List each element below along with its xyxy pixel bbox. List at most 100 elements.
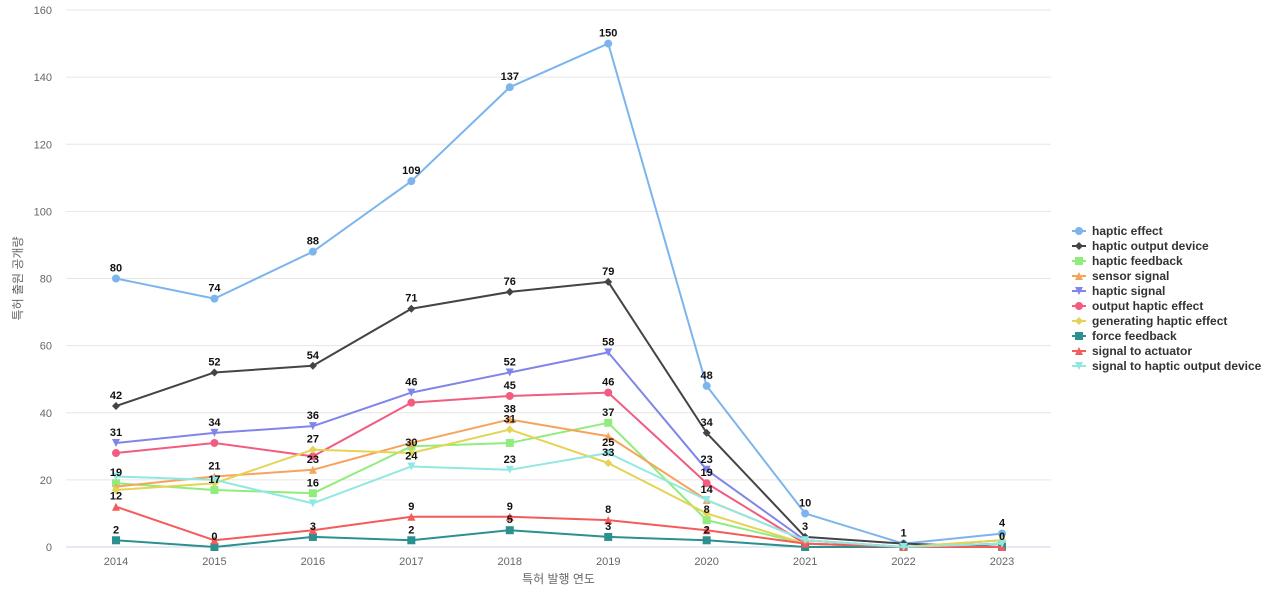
data-point[interactable] bbox=[505, 438, 514, 447]
legend-item[interactable]: signal to actuator bbox=[1072, 344, 1192, 358]
legend-item[interactable]: haptic signal bbox=[1072, 284, 1165, 298]
data-point[interactable] bbox=[505, 526, 514, 535]
data-point[interactable] bbox=[702, 509, 711, 518]
data-point[interactable] bbox=[702, 496, 711, 505]
data-point[interactable] bbox=[505, 368, 514, 377]
data-point[interactable] bbox=[308, 361, 317, 370]
data-point[interactable] bbox=[210, 368, 219, 377]
data-point[interactable] bbox=[702, 428, 711, 437]
data-point[interactable] bbox=[899, 543, 908, 551]
data-label: 30 bbox=[405, 437, 417, 449]
data-point[interactable] bbox=[407, 512, 416, 521]
data-point[interactable] bbox=[112, 502, 120, 511]
data-point[interactable] bbox=[308, 532, 317, 541]
legend-item[interactable]: haptic effect bbox=[1072, 224, 1163, 238]
data-point[interactable] bbox=[112, 274, 120, 283]
data-point[interactable] bbox=[801, 509, 810, 518]
data-point[interactable] bbox=[505, 512, 514, 521]
data-point[interactable] bbox=[998, 539, 1006, 548]
data-point[interactable] bbox=[604, 532, 613, 541]
data-point[interactable] bbox=[407, 438, 416, 447]
series-signal-to-actuator[interactable] bbox=[112, 502, 1006, 551]
series-line[interactable] bbox=[115, 529, 1002, 548]
data-point[interactable] bbox=[407, 177, 416, 186]
data-point[interactable] bbox=[702, 526, 711, 535]
data-point[interactable] bbox=[604, 516, 613, 525]
data-point[interactable] bbox=[505, 287, 514, 296]
data-point[interactable] bbox=[308, 499, 317, 508]
legend-item[interactable]: haptic output device bbox=[1072, 239, 1209, 253]
data-point[interactable] bbox=[801, 536, 810, 545]
data-point[interactable] bbox=[407, 449, 416, 458]
legend-item[interactable]: output haptic effect bbox=[1072, 299, 1203, 313]
series-sensor-signal[interactable] bbox=[112, 415, 1006, 551]
data-point[interactable] bbox=[702, 516, 711, 525]
data-point[interactable] bbox=[505, 391, 514, 400]
data-point[interactable] bbox=[702, 465, 711, 474]
data-point[interactable] bbox=[210, 475, 219, 484]
series-line[interactable] bbox=[115, 505, 1002, 548]
data-point[interactable] bbox=[210, 536, 219, 545]
series-line[interactable] bbox=[115, 452, 1003, 548]
data-point[interactable] bbox=[112, 438, 120, 447]
data-point[interactable] bbox=[308, 452, 317, 461]
data-point[interactable] bbox=[407, 398, 416, 407]
data-point[interactable] bbox=[604, 449, 613, 458]
data-point[interactable] bbox=[112, 536, 120, 545]
series-line[interactable] bbox=[115, 418, 1003, 548]
series-signal-to-haptic-output-device[interactable] bbox=[112, 449, 1006, 551]
data-point[interactable] bbox=[604, 459, 613, 468]
data-point[interactable] bbox=[308, 422, 317, 431]
axes: 특허 발행 연도 특허 출원 공개량 020406080100120140160… bbox=[11, 5, 1051, 586]
legend-item[interactable]: force feedback bbox=[1072, 329, 1177, 343]
data-point[interactable] bbox=[210, 543, 219, 551]
data-point[interactable] bbox=[505, 425, 514, 434]
data-point[interactable] bbox=[210, 294, 219, 303]
data-point[interactable] bbox=[308, 247, 317, 256]
series-line[interactable] bbox=[115, 391, 1002, 548]
data-point[interactable] bbox=[112, 472, 120, 481]
data-point[interactable] bbox=[505, 415, 514, 424]
series-line[interactable] bbox=[115, 421, 1003, 548]
legend-item[interactable]: generating haptic effect bbox=[1072, 314, 1227, 328]
data-point[interactable] bbox=[210, 438, 219, 447]
data-point[interactable] bbox=[505, 465, 514, 474]
data-point[interactable] bbox=[308, 526, 317, 535]
data-point[interactable] bbox=[702, 479, 711, 488]
data-point[interactable] bbox=[604, 388, 613, 397]
legend-item[interactable]: haptic feedback bbox=[1072, 254, 1183, 268]
data-point[interactable] bbox=[604, 418, 613, 427]
series-line[interactable] bbox=[115, 280, 1003, 548]
data-point[interactable] bbox=[505, 83, 514, 92]
data-point[interactable] bbox=[407, 536, 416, 545]
data-point[interactable] bbox=[407, 388, 416, 397]
data-point[interactable] bbox=[308, 465, 317, 474]
data-point[interactable] bbox=[407, 462, 416, 471]
y-tick-label: 0 bbox=[46, 542, 52, 554]
data-point[interactable] bbox=[998, 529, 1006, 538]
data-point[interactable] bbox=[112, 402, 120, 411]
data-point[interactable] bbox=[308, 489, 317, 498]
data-point[interactable] bbox=[112, 449, 120, 458]
series-line[interactable] bbox=[115, 42, 1003, 545]
data-point[interactable] bbox=[702, 381, 711, 390]
series-haptic-output-device[interactable] bbox=[112, 277, 1006, 551]
series-haptic-feedback[interactable] bbox=[112, 418, 1006, 551]
legend-item[interactable]: sensor signal bbox=[1072, 269, 1169, 283]
data-point[interactable] bbox=[308, 445, 317, 454]
data-point[interactable] bbox=[702, 536, 711, 545]
legend-label: signal to haptic output device bbox=[1092, 359, 1262, 373]
data-point[interactable] bbox=[210, 485, 219, 494]
data-point[interactable] bbox=[407, 304, 416, 313]
data-point[interactable] bbox=[210, 428, 219, 437]
data-label: 2 bbox=[408, 524, 414, 536]
data-point[interactable] bbox=[604, 432, 613, 441]
data-point[interactable] bbox=[604, 39, 613, 48]
data-point[interactable] bbox=[604, 277, 613, 286]
legend-label: signal to actuator bbox=[1092, 344, 1192, 358]
legend-item[interactable]: signal to haptic output device bbox=[1072, 359, 1262, 373]
series-haptic-signal[interactable] bbox=[112, 348, 1006, 551]
data-point[interactable] bbox=[604, 348, 613, 357]
data-point[interactable] bbox=[112, 485, 120, 494]
